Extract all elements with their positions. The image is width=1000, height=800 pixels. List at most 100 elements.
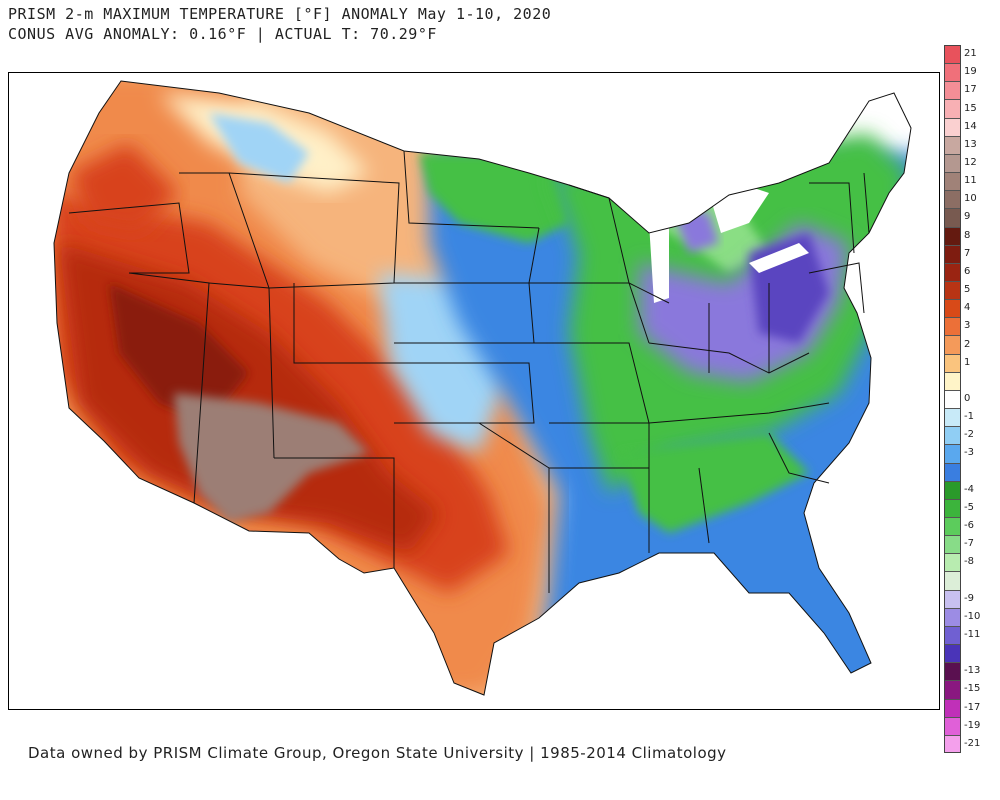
border-line	[648, 402, 830, 424]
legend-swatch	[944, 208, 961, 227]
anomaly-region-brown	[174, 393, 369, 523]
border-line	[528, 227, 540, 284]
map-title: PRISM 2-m MAXIMUM TEMPERATURE [°F] ANOMA…	[8, 5, 552, 23]
legend-label: 13	[964, 138, 977, 150]
state-borders	[53, 80, 912, 696]
legend-swatch	[944, 81, 961, 100]
border-line	[863, 172, 870, 234]
legend-label: 10	[964, 193, 977, 205]
legend-label: -2	[964, 429, 974, 441]
legend-swatch	[944, 353, 961, 372]
lake-michigan	[649, 223, 669, 303]
legend-label: 0	[964, 393, 971, 404]
lake-erie	[749, 243, 809, 273]
lake-superior	[579, 165, 659, 188]
anomaly-region-green-north	[419, 153, 569, 243]
legend-swatch	[944, 571, 961, 590]
legend-swatch	[944, 498, 961, 517]
legend-swatch	[944, 698, 961, 717]
anomaly-map	[53, 80, 912, 696]
legend-swatch	[944, 444, 961, 463]
legend-swatch	[944, 680, 961, 699]
legend-swatch	[944, 371, 961, 390]
legend-swatch	[944, 117, 961, 136]
legend-swatch	[944, 480, 961, 499]
legend-label: 12	[964, 157, 977, 168]
legend-swatch	[944, 517, 961, 536]
legend-label: 15	[964, 102, 977, 114]
legend-label: -8	[964, 556, 974, 568]
border-line	[768, 432, 830, 484]
legend-label: -11	[964, 629, 981, 640]
legend-label: -15	[964, 683, 981, 695]
border-line	[403, 150, 540, 229]
legend-swatch	[944, 226, 961, 245]
legend-swatch	[944, 644, 961, 663]
legend-label: -6	[964, 520, 974, 532]
legend-label: 21	[964, 48, 977, 60]
legend-label: 14	[964, 120, 977, 132]
legend-label: -9	[964, 592, 974, 604]
legend-swatch	[944, 172, 961, 191]
legend-swatch	[944, 281, 961, 300]
legend-label: 2	[964, 338, 971, 350]
anomaly-region-dark-red	[109, 283, 249, 423]
legend-label: -5	[964, 501, 974, 513]
map-subtitle: CONUS AVG ANOMALY: 0.16°F | ACTUAL T: 70…	[8, 25, 437, 43]
border-line	[53, 80, 912, 696]
legend-label: 17	[964, 84, 977, 96]
legend-label: 5	[964, 284, 971, 296]
legend-label: -21	[964, 737, 981, 749]
legend-label: 11	[964, 175, 977, 187]
legend-swatch	[944, 426, 961, 445]
legend-label: 1	[964, 356, 971, 368]
border-line	[568, 184, 630, 284]
legend-swatch	[944, 153, 961, 173]
legend-label: 3	[964, 320, 971, 332]
data-credit: Data owned by PRISM Climate Group, Orego…	[28, 744, 727, 762]
legend-label: -13	[964, 665, 981, 677]
legend-swatch	[944, 535, 961, 554]
border-line	[809, 182, 855, 254]
border-line	[394, 282, 535, 344]
legend-label: 9	[964, 211, 971, 223]
legend-swatch	[944, 734, 961, 753]
border-line	[394, 422, 550, 593]
legend-swatch	[944, 389, 961, 409]
legend-swatch	[944, 589, 961, 608]
border-line	[628, 282, 670, 304]
legend-label: 6	[964, 265, 971, 277]
border-line	[648, 342, 810, 374]
legend-swatch	[944, 99, 961, 118]
legend-swatch	[944, 262, 961, 281]
border-line	[293, 283, 394, 364]
legend-swatch	[944, 408, 961, 427]
legend-label: -7	[964, 538, 974, 550]
legend-label: -17	[964, 701, 981, 713]
legend-swatch	[944, 244, 961, 263]
legend-swatch	[944, 553, 961, 572]
title-block: PRISM 2-m MAXIMUM TEMPERATURE [°F] ANOMA…	[8, 4, 551, 44]
anomaly-region-green-south	[619, 433, 809, 533]
legend-label: -4	[964, 483, 974, 495]
legend-swatch	[944, 335, 961, 354]
legend-swatch	[944, 190, 961, 209]
legend-swatch	[944, 607, 961, 626]
legend-label: -10	[964, 610, 981, 622]
legend-swatch	[944, 625, 961, 645]
border-line	[68, 202, 190, 274]
legend-swatch	[944, 716, 961, 735]
legend-label: -3	[964, 447, 974, 459]
legend-label: 7	[964, 247, 971, 259]
border-line	[808, 262, 865, 314]
legend-label: -1	[964, 411, 974, 423]
legend-label: 4	[964, 302, 971, 314]
legend: 21 19 17 15 14 13 12 11 10 9 8 7 6 5 4 3 2 1 0 -1 -2 -3 -4 -5 -6…	[944, 45, 996, 755]
legend-swatch	[944, 63, 961, 82]
legend-swatch	[944, 135, 961, 154]
legend-label: 8	[964, 229, 971, 241]
legend-swatch	[944, 662, 961, 681]
legend-swatch	[944, 462, 961, 481]
legend-label: 19	[964, 66, 977, 78]
border-line	[274, 457, 395, 568]
